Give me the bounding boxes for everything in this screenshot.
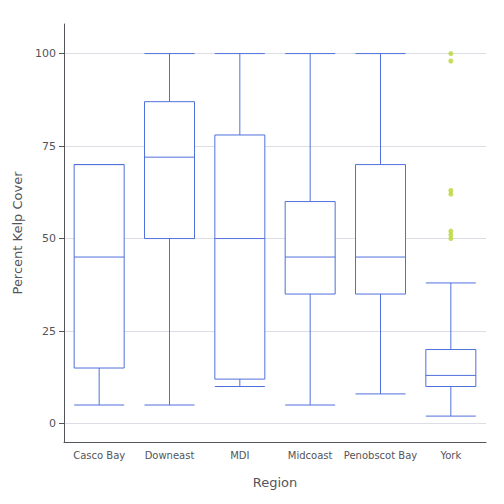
svg-text:Penobscot Bay: Penobscot Bay — [344, 450, 418, 461]
svg-text:0: 0 — [49, 417, 56, 430]
svg-text:Midcoast: Midcoast — [288, 450, 333, 461]
svg-text:75: 75 — [42, 140, 56, 153]
svg-text:50: 50 — [42, 232, 56, 245]
svg-text:Casco Bay: Casco Bay — [73, 450, 125, 461]
svg-text:MDI: MDI — [230, 450, 249, 461]
svg-text:25: 25 — [42, 325, 56, 338]
svg-text:Percent Kelp Cover: Percent Kelp Cover — [10, 171, 25, 295]
svg-text:York: York — [439, 450, 461, 461]
svg-text:100: 100 — [35, 47, 56, 60]
svg-text:Region: Region — [253, 475, 298, 490]
svg-text:Downeast: Downeast — [145, 450, 195, 461]
